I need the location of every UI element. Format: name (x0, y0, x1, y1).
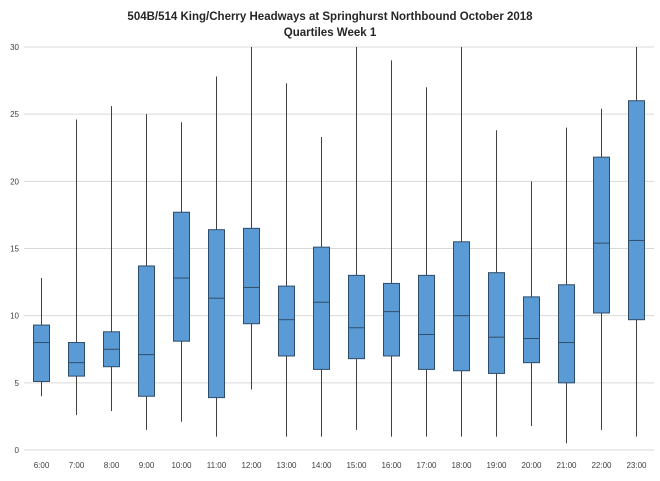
y-tick-label: 25 (10, 110, 19, 119)
box (628, 99, 645, 320)
x-category-label: 22:00 (591, 461, 612, 470)
x-category-label: 9:00 (139, 461, 155, 470)
x-category-label: 18:00 (451, 461, 472, 470)
x-category-label: 21:00 (556, 461, 577, 470)
x-category-label: 11:00 (207, 461, 227, 470)
box (383, 282, 400, 357)
box (138, 265, 155, 397)
box (523, 295, 540, 363)
box (68, 341, 85, 377)
plot-area: 0 5 10 15 20 25 30 6:00 7:00 8:00 9:00 10:00 11:00 12… (10, 43, 654, 470)
x-category-label: 6:00 (34, 461, 50, 470)
box (558, 283, 575, 383)
y-tick-label: 20 (10, 177, 19, 186)
x-category-label: 7:00 (69, 461, 85, 470)
x-category-label: 23:00 (626, 461, 647, 470)
y-tick-label: 0 (15, 446, 20, 455)
box (313, 246, 330, 370)
x-category-label: 16:00 (381, 461, 402, 470)
chart-title: 504B/514 King/Cherry Headways at Springh… (127, 11, 533, 23)
box (453, 240, 470, 371)
x-category-label: 10:00 (171, 461, 192, 470)
x-category-label: 13:00 (276, 461, 297, 470)
y-tick-label: 30 (10, 43, 19, 52)
x-category-label: 15:00 (346, 461, 367, 470)
x-category-label: 19:00 (486, 461, 507, 470)
x-category-label: 14:00 (311, 461, 332, 470)
box (278, 285, 295, 357)
x-category-label: 20:00 (521, 461, 542, 470)
box (348, 274, 365, 359)
box (488, 271, 505, 374)
box (243, 227, 260, 324)
box (208, 228, 225, 398)
box (418, 274, 435, 370)
x-category-label: 12:00 (241, 461, 262, 470)
box (593, 156, 610, 314)
box (33, 324, 50, 382)
x-category-label: 8:00 (104, 461, 120, 470)
y-tick-label: 10 (10, 311, 19, 320)
chart-subtitle: Quartiles Week 1 (283, 26, 377, 39)
box (173, 211, 190, 342)
y-tick-label: 5 (15, 378, 20, 387)
y-tick-label: 15 (10, 244, 19, 253)
x-category-label: 17:00 (416, 461, 437, 470)
